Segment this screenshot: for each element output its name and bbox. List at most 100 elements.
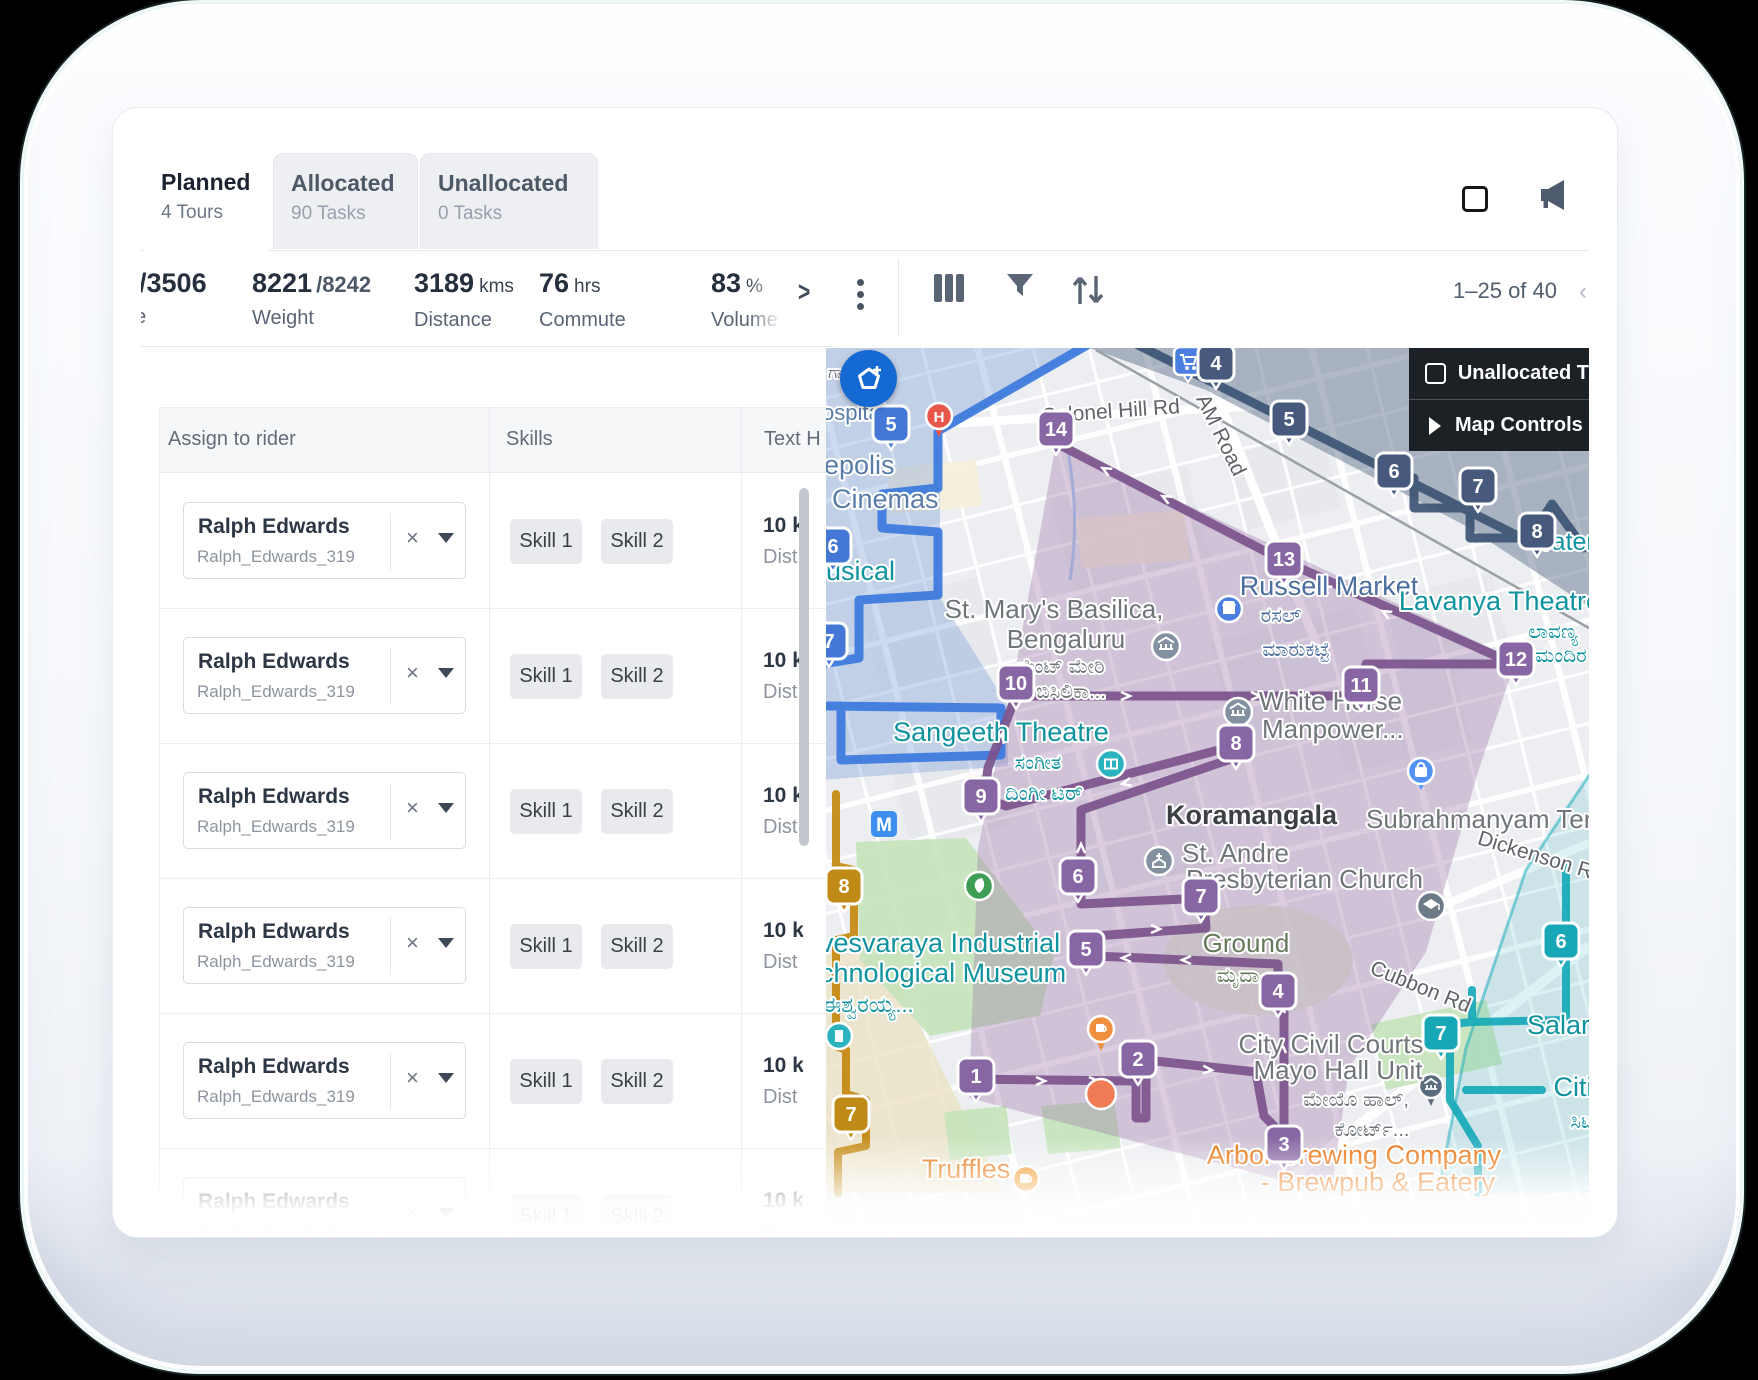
map-label: Citiba xyxy=(1553,1072,1589,1102)
column-divider-1 xyxy=(489,407,490,1198)
map-layers-panel: Unallocated T Map Controls xyxy=(1409,348,1589,451)
route-stop-marker[interactable]: 4 xyxy=(1258,971,1298,1019)
route-stop-marker[interactable]: 5 xyxy=(871,404,911,452)
skill-chip: Skill 1 xyxy=(510,789,582,834)
select-all-checkbox[interactable] xyxy=(1462,186,1488,212)
route-stop-marker[interactable]: 7 xyxy=(826,621,849,669)
route-stop-marker[interactable]: 6 xyxy=(826,526,853,574)
map-label: Cinemas xyxy=(832,484,939,514)
sort-icon[interactable] xyxy=(1072,274,1106,311)
poi-pin-cup-icon xyxy=(1086,1014,1116,1051)
svg-text:7: 7 xyxy=(1435,1023,1446,1045)
route-stop-marker[interactable]: 10 xyxy=(996,663,1036,711)
megaphone-icon[interactable] xyxy=(1534,178,1572,219)
map-label: ಬಿಸಿಲಿಕಾ... xyxy=(1036,681,1106,703)
route-stop-marker[interactable]: 6 xyxy=(1374,451,1414,499)
map-label: ಸಂಗೀತ xyxy=(1015,752,1062,774)
svg-text:6: 6 xyxy=(1072,866,1083,888)
route-stop-marker[interactable]: 8 xyxy=(1216,723,1256,771)
dropdown-caret-icon[interactable] xyxy=(438,803,454,813)
dropdown-caret-icon[interactable] xyxy=(438,1073,454,1083)
route-stop-marker[interactable]: 2 xyxy=(1118,1039,1158,1087)
map-label: Bengaluru xyxy=(1007,624,1126,654)
map-label: ದಿಂಗೀ ಟರ್ xyxy=(1005,782,1083,805)
map-controls-expander[interactable]: Map Controls xyxy=(1409,400,1589,451)
route-stop-marker[interactable]: 4 xyxy=(1196,348,1236,391)
route-stop-marker[interactable]: 6 xyxy=(1541,921,1581,969)
svg-text:11: 11 xyxy=(1350,675,1371,697)
svg-text:7: 7 xyxy=(845,1104,856,1126)
unallocated-tasks-checkbox[interactable] xyxy=(1425,363,1446,384)
column-divider-2 xyxy=(741,407,742,1198)
route-stop-marker[interactable]: 7 xyxy=(1458,466,1498,514)
clear-rider-icon[interactable]: × xyxy=(406,660,419,685)
route-stop-marker[interactable]: 14 xyxy=(1036,409,1076,457)
route-stop-marker[interactable]: 8 xyxy=(1517,511,1557,559)
route-stop-marker[interactable]: 12 xyxy=(1496,639,1536,687)
map-label: ಈಶ್ವರಯ್ಯ... xyxy=(826,992,914,1021)
route-stop-marker[interactable]: 7 xyxy=(1181,876,1221,924)
tab-allocated[interactable]: Allocated 90 Tasks xyxy=(273,153,418,249)
expand-triangle-icon xyxy=(1429,416,1441,435)
route-stop-marker[interactable]: 1 xyxy=(956,1056,996,1104)
stat-commute: 76 hrs Commute xyxy=(539,268,626,332)
clear-rider-icon[interactable]: × xyxy=(406,795,419,820)
skill-chip: Skill 1 xyxy=(510,924,582,969)
map-label: Russell Market xyxy=(1240,571,1419,601)
poi-church-icon xyxy=(1143,845,1175,877)
poi-hospital-icon: H xyxy=(924,401,954,437)
pagination-prev-icon[interactable]: ‹ xyxy=(1579,278,1587,305)
route-stop-marker[interactable]: 8 xyxy=(826,866,864,914)
more-options-icon[interactable] xyxy=(857,274,864,315)
clear-rider-icon[interactable]: × xyxy=(406,525,419,550)
route-stop-marker[interactable]: 13 xyxy=(1264,539,1304,587)
map-label: Salarpur xyxy=(1527,1010,1589,1040)
route-stop-marker[interactable]: 9 xyxy=(961,776,1001,824)
route-stop-marker[interactable]: 5 xyxy=(1269,399,1309,447)
svg-text:8: 8 xyxy=(1230,733,1241,755)
clear-rider-icon[interactable]: × xyxy=(406,930,419,955)
map-canvas[interactable]: HMಗಾ ರ್ 6...ospitalepolisCinemasusicalCo… xyxy=(826,348,1589,1237)
poi-bag-icon xyxy=(1406,756,1436,790)
route-stop-marker[interactable]: 11 xyxy=(1341,665,1381,713)
svg-text:7: 7 xyxy=(1195,886,1206,908)
dropdown-caret-icon[interactable] xyxy=(438,533,454,543)
skill-chip: Skill 2 xyxy=(601,1059,673,1104)
map-label: epolis xyxy=(826,450,895,480)
pagination-label: 1–25 of 40 xyxy=(1453,278,1557,303)
filter-icon[interactable] xyxy=(1007,274,1033,305)
skill-chip: Skill 2 xyxy=(601,519,673,564)
table-scrollbar[interactable] xyxy=(799,488,809,846)
column-header: Assign to rider xyxy=(168,428,296,450)
svg-text:14: 14 xyxy=(1045,419,1068,441)
svg-text:M: M xyxy=(876,815,892,836)
route-stop-marker[interactable]: 7 xyxy=(831,1094,871,1142)
map-label: City Civil Courts xyxy=(1239,1029,1424,1059)
unallocated-tasks-toggle[interactable]: Unallocated T xyxy=(1409,348,1589,399)
poi-metro-icon: M xyxy=(871,811,897,837)
route-stop-marker[interactable]: 6 xyxy=(1058,856,1098,904)
svg-text:7: 7 xyxy=(1472,476,1483,498)
clear-rider-icon[interactable]: × xyxy=(406,1065,419,1090)
draw-region-button[interactable] xyxy=(840,350,897,407)
stats-expand-chevron[interactable]: > xyxy=(798,276,811,307)
tab-planned[interactable]: Planned 4 Tours xyxy=(144,153,269,251)
dropdown-caret-icon[interactable] xyxy=(438,668,454,678)
route-stop-marker[interactable]: 5 xyxy=(1066,929,1106,977)
svg-text:8: 8 xyxy=(1531,521,1542,543)
svg-text:5: 5 xyxy=(1283,409,1294,431)
tab-unallocated[interactable]: Unallocated 0 Tasks xyxy=(420,153,598,249)
skill-chip: Skill 1 xyxy=(510,519,582,564)
route-stop-marker[interactable]: 7 xyxy=(1421,1013,1461,1061)
poi-shop-icon xyxy=(1214,594,1244,624)
columns-icon[interactable] xyxy=(934,274,964,307)
map-label: Lavanya Theatre xyxy=(1399,586,1589,616)
dropdown-caret-icon[interactable] xyxy=(438,938,454,948)
